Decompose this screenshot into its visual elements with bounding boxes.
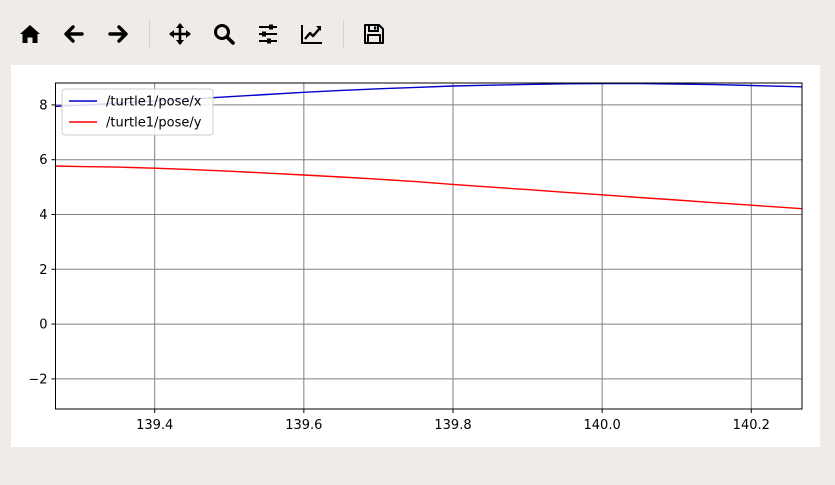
sliders-icon xyxy=(259,24,277,44)
y-tick-label: 6 xyxy=(39,153,47,168)
legend-label: /turtle1/pose/x xyxy=(106,95,202,110)
y-tick-label: 4 xyxy=(39,208,47,223)
floppy-disk-icon xyxy=(364,24,384,44)
toolbar-separator xyxy=(149,20,150,48)
y-tick-label: 0 xyxy=(39,318,47,333)
back-button[interactable] xyxy=(58,18,90,50)
legend-box xyxy=(61,88,214,136)
home-button[interactable] xyxy=(14,18,46,50)
save-button[interactable] xyxy=(358,18,390,50)
magnifier-icon xyxy=(214,24,235,45)
y-tick-label: 2 xyxy=(39,263,47,278)
home-icon xyxy=(20,25,40,43)
x-tick-label: 139.6 xyxy=(285,418,322,433)
forward-button[interactable] xyxy=(102,18,134,50)
arrow-left-icon xyxy=(64,25,84,43)
move-icon xyxy=(169,23,191,45)
y-tick-label: 8 xyxy=(39,98,47,113)
navigation-toolbar xyxy=(0,0,835,66)
plot-frame xyxy=(55,82,803,410)
chart-line-icon xyxy=(301,25,322,44)
legend-label: /turtle1/pose/y xyxy=(106,116,202,131)
x-tick-label: 140.0 xyxy=(584,418,621,433)
y-tick-label: −2 xyxy=(28,372,47,387)
edit-axes-button[interactable] xyxy=(296,18,328,50)
arrow-right-icon xyxy=(108,25,128,43)
x-tick-label: 139.8 xyxy=(434,418,471,433)
figure-canvas[interactable]: 139.4 139.6 139.8 140.0 140.2 −2 0 2 4 6 8/turtle1… xyxy=(11,65,820,447)
zoom-button[interactable] xyxy=(208,18,240,50)
series-line-y xyxy=(55,165,802,210)
toolbar-separator xyxy=(343,20,344,48)
line-chart: 139.4 139.6 139.8 140.0 140.2 −2 0 2 4 6 8/turtle1… xyxy=(28,82,803,433)
pan-button[interactable] xyxy=(164,18,196,50)
x-tick-label: 139.4 xyxy=(136,418,173,433)
configure-subplots-button[interactable] xyxy=(252,18,284,50)
x-tick-label: 140.2 xyxy=(733,418,770,433)
